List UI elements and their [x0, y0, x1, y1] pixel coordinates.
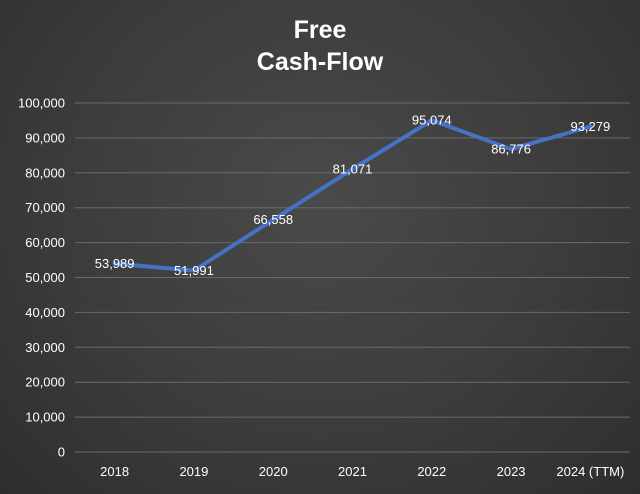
x-tick-label: 2024 (TTM) [556, 464, 624, 479]
data-label: 66,558 [253, 212, 293, 227]
data-label: 53,989 [95, 256, 135, 271]
chart-title-line-1: Free [293, 16, 347, 44]
y-tick-label: 0 [58, 445, 65, 460]
data-label: 95,074 [412, 113, 452, 128]
data-point [509, 147, 514, 152]
x-tick-label: 2018 [100, 464, 129, 479]
x-axis-tick-labels: 2018 2019 2020 2021 2022 2023 2024 (TTM) [100, 464, 624, 479]
y-tick-label: 70,000 [25, 200, 65, 215]
chart-title-line-2: Cash-Flow [256, 48, 384, 76]
x-tick-label: 2019 [179, 464, 208, 479]
data-point [429, 118, 434, 123]
y-tick-label: 50,000 [25, 270, 65, 285]
y-tick-label: 10,000 [25, 410, 65, 425]
x-tick-label: 2021 [338, 464, 367, 479]
data-point [588, 124, 593, 129]
y-tick-label: 90,000 [25, 130, 65, 145]
chart-title: Free Cash-Flow [0, 14, 640, 78]
data-label: 51,991 [174, 263, 214, 278]
data-point [350, 167, 355, 172]
y-tick-label: 60,000 [25, 235, 65, 250]
data-labels: 53,989 51,991 66,558 81,071 95,074 86,776 93,2… [95, 113, 610, 278]
x-tick-label: 2022 [417, 464, 446, 479]
data-label: 81,071 [333, 162, 373, 177]
gridlines [75, 102, 630, 453]
y-tick-label: 30,000 [25, 340, 65, 355]
data-label: 86,776 [491, 142, 531, 157]
data-label: 93,279 [570, 119, 610, 134]
x-tick-label: 2023 [497, 464, 526, 479]
x-tick-label: 2020 [259, 464, 288, 479]
series-layer [112, 118, 593, 273]
y-axis-tick-labels: 0 10,000 20,000 30,000 40,000 50,000 60,000 70,… [18, 96, 65, 460]
y-tick-label: 20,000 [25, 375, 65, 390]
y-tick-label: 80,000 [25, 165, 65, 180]
data-point [191, 268, 196, 273]
data-point [271, 217, 276, 222]
y-tick-label: 100,000 [18, 96, 65, 111]
data-point [112, 261, 117, 266]
y-tick-label: 40,000 [25, 305, 65, 320]
